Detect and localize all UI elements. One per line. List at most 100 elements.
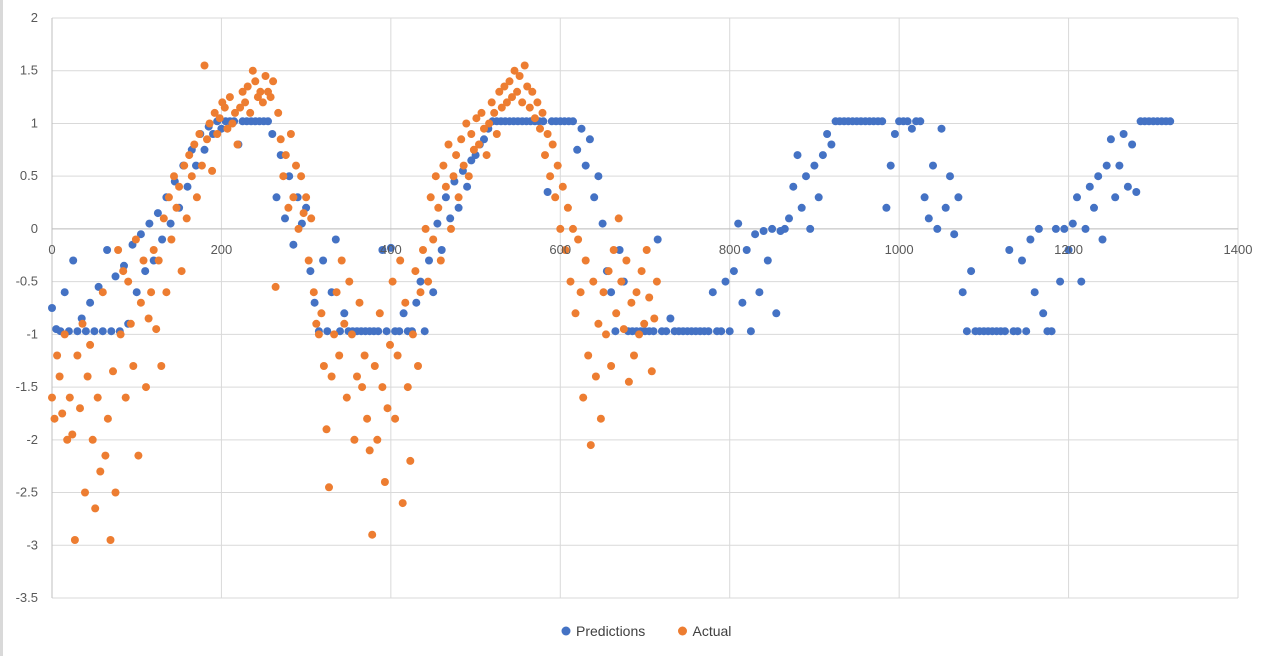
data-point bbox=[106, 536, 115, 544]
data-point bbox=[708, 288, 717, 297]
data-point bbox=[416, 288, 425, 297]
y-tick-label: -1 bbox=[26, 326, 38, 341]
data-point bbox=[48, 304, 56, 312]
data-point bbox=[662, 327, 671, 336]
data-point bbox=[195, 130, 204, 138]
data-point bbox=[266, 93, 275, 102]
data-point bbox=[929, 161, 937, 170]
data-point bbox=[337, 256, 346, 265]
data-point bbox=[469, 145, 478, 154]
data-point bbox=[890, 130, 899, 138]
x-tick-label: 400 bbox=[380, 242, 402, 257]
data-point bbox=[157, 362, 166, 370]
data-point bbox=[238, 87, 247, 96]
data-point bbox=[619, 325, 628, 334]
legend[interactable]: Predictions Actual bbox=[561, 623, 732, 639]
x-tick-label: 800 bbox=[719, 242, 741, 257]
data-point bbox=[358, 383, 367, 392]
data-point bbox=[1115, 161, 1124, 170]
legend-item-actual[interactable]: Actual bbox=[678, 623, 731, 639]
data-point bbox=[1077, 277, 1086, 286]
data-point bbox=[386, 340, 394, 349]
data-point bbox=[1060, 224, 1069, 233]
data-point bbox=[793, 151, 802, 160]
data-point bbox=[416, 277, 425, 286]
data-point bbox=[495, 87, 504, 96]
data-point bbox=[355, 298, 364, 307]
data-point bbox=[1094, 172, 1103, 181]
data-point bbox=[780, 224, 789, 233]
data-point bbox=[1026, 235, 1035, 244]
data-point bbox=[406, 456, 415, 465]
data-point bbox=[139, 256, 148, 265]
data-point bbox=[806, 224, 815, 233]
data-point bbox=[48, 393, 56, 402]
data-point bbox=[907, 124, 916, 133]
data-point bbox=[569, 224, 577, 233]
data-point bbox=[563, 203, 572, 212]
data-point bbox=[132, 288, 141, 297]
data-point bbox=[1068, 219, 1077, 228]
data-point bbox=[510, 66, 519, 75]
data-point bbox=[1005, 246, 1014, 254]
data-point bbox=[505, 77, 514, 86]
data-point bbox=[91, 504, 100, 513]
data-point bbox=[569, 117, 577, 126]
data-point bbox=[513, 87, 522, 96]
data-point bbox=[903, 117, 912, 126]
data-point bbox=[518, 98, 527, 107]
data-point bbox=[101, 451, 110, 460]
data-point bbox=[116, 330, 125, 339]
data-point bbox=[103, 246, 112, 254]
data-point bbox=[388, 277, 397, 286]
data-point bbox=[336, 327, 344, 336]
legend-item-predictions[interactable]: Predictions bbox=[561, 623, 646, 639]
data-point bbox=[1128, 140, 1137, 149]
data-point bbox=[200, 61, 209, 70]
gridlines bbox=[51, 17, 1239, 599]
data-point bbox=[192, 193, 201, 202]
data-point bbox=[937, 124, 946, 133]
data-point bbox=[347, 330, 356, 339]
data-point bbox=[210, 108, 219, 117]
x-tick-label: 0 bbox=[48, 242, 55, 257]
data-point bbox=[103, 414, 112, 423]
data-point bbox=[368, 530, 377, 539]
data-point bbox=[556, 224, 565, 233]
data-point bbox=[60, 288, 69, 297]
data-point bbox=[114, 246, 123, 254]
data-point bbox=[1098, 235, 1107, 244]
legend-marker bbox=[561, 626, 571, 636]
data-point bbox=[467, 130, 476, 138]
data-point bbox=[444, 140, 453, 149]
data-point bbox=[203, 135, 211, 144]
data-point bbox=[941, 203, 950, 212]
data-point bbox=[946, 172, 954, 181]
data-point bbox=[1085, 182, 1094, 191]
data-point bbox=[785, 214, 793, 223]
data-point bbox=[310, 298, 319, 307]
data-point bbox=[632, 288, 641, 297]
data-point bbox=[477, 108, 486, 117]
y-tick-label: 0.5 bbox=[20, 168, 38, 183]
data-point bbox=[129, 362, 138, 370]
data-point bbox=[248, 66, 257, 75]
data-point bbox=[615, 246, 624, 254]
data-point bbox=[1047, 327, 1056, 336]
data-point bbox=[772, 309, 781, 318]
data-point bbox=[604, 267, 613, 276]
data-point bbox=[566, 277, 575, 286]
data-point bbox=[107, 327, 116, 336]
y-tick-label: 1 bbox=[31, 115, 38, 130]
data-point bbox=[487, 98, 496, 107]
data-point bbox=[462, 119, 471, 128]
data-point bbox=[73, 351, 82, 360]
data-point bbox=[1034, 224, 1043, 233]
data-point bbox=[622, 256, 631, 265]
data-point bbox=[1119, 130, 1128, 138]
data-point bbox=[768, 224, 777, 233]
data-point bbox=[1022, 327, 1031, 336]
data-point bbox=[1166, 117, 1175, 126]
data-point bbox=[433, 219, 442, 228]
data-point bbox=[449, 172, 458, 181]
